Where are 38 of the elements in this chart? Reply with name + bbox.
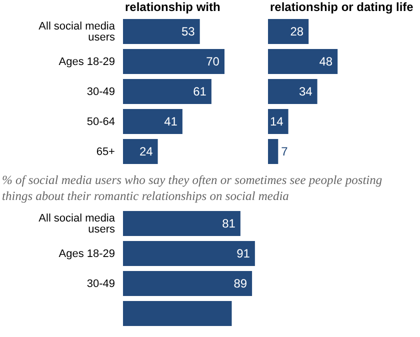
bar [122, 19, 200, 44]
data-label: 7 [281, 144, 288, 159]
data-label: 61 [193, 84, 207, 99]
chart-subtitle: % of social media users who say they often or sometimes see people posting things about their romantic relationships on social media [2, 172, 384, 204]
y-tick-label: Ages 18-29 [58, 56, 115, 68]
y-tick-label: 30-49 [86, 278, 115, 290]
data-label: 81 [222, 216, 236, 231]
bar [122, 271, 252, 296]
data-label: 53 [182, 24, 196, 39]
y-tick-label: 30-49 [86, 86, 115, 98]
chart-title: relationship with [125, 0, 220, 14]
bar [122, 49, 224, 74]
data-label: 24 [139, 144, 154, 159]
bar [122, 109, 182, 134]
data-label: 91 [236, 246, 250, 261]
bar [122, 139, 158, 164]
y-tick-label: All social media users [38, 20, 116, 44]
data-label: 34 [298, 84, 313, 99]
bar [122, 211, 240, 236]
data-label: 89 [234, 276, 248, 291]
bar [268, 109, 288, 134]
bar [268, 49, 338, 74]
data-label: 70 [206, 54, 220, 69]
bar [122, 301, 232, 326]
bar [268, 138, 278, 164]
bar [268, 79, 318, 104]
y-tick-label: 50-64 [86, 116, 115, 128]
data-label: 48 [319, 54, 333, 69]
data-label: 14 [270, 114, 284, 129]
data-label: 28 [290, 24, 304, 39]
bar [122, 241, 255, 266]
y-tick-label: 65+ [96, 146, 115, 158]
bar [122, 79, 212, 104]
y-tick-label: All social media users [38, 212, 116, 236]
y-tick-label: Ages 18-29 [58, 248, 115, 260]
bar [268, 19, 309, 44]
data-label: 41 [164, 114, 178, 129]
chart-title: relationship or dating life [270, 0, 414, 14]
